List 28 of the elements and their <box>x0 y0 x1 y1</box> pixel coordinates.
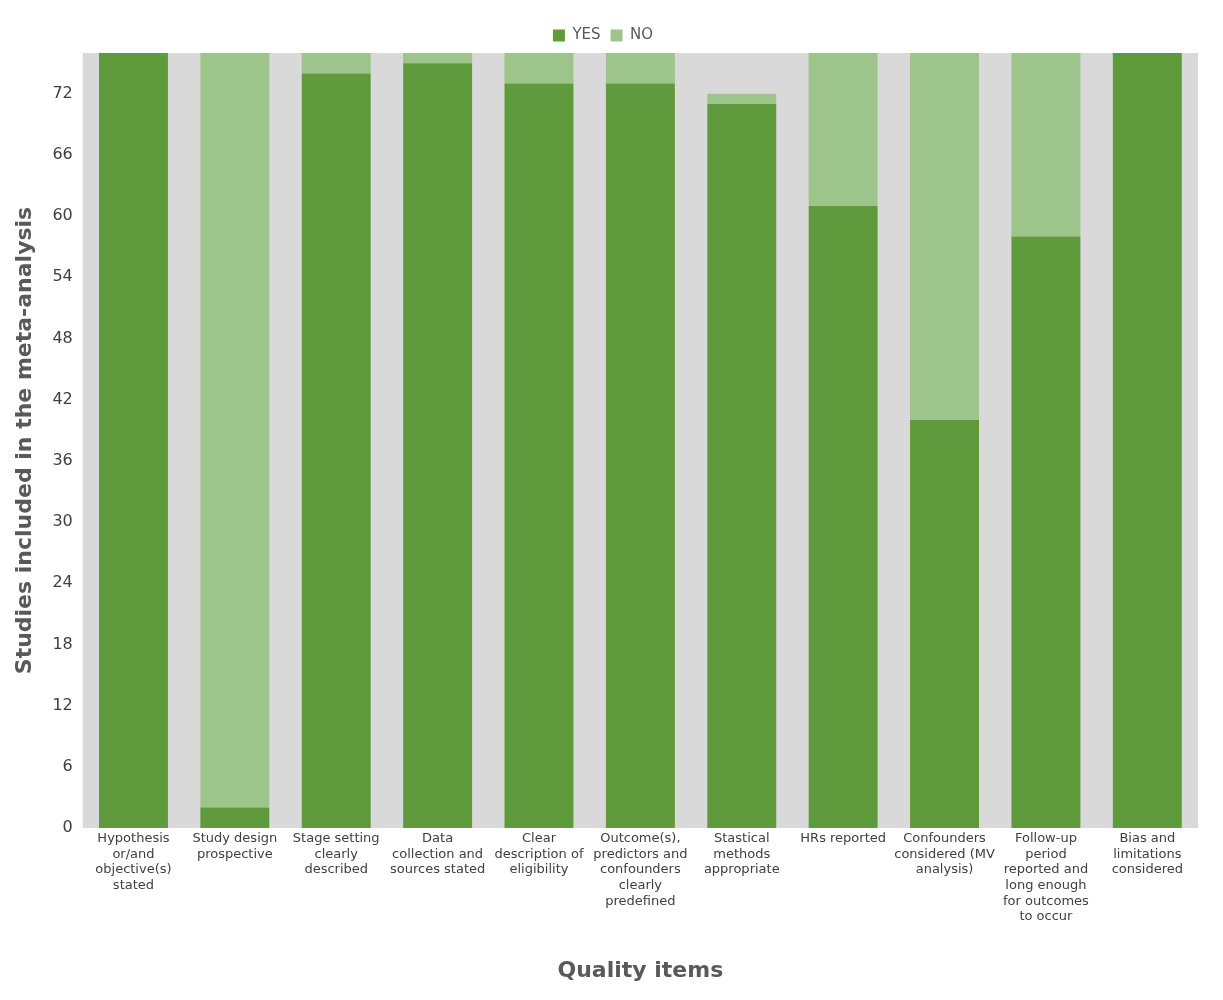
x-tick-label: Study design prospective <box>192 830 278 861</box>
y-tick-label: 6 <box>62 755 73 775</box>
x-tick-label: Stage setting clearly described <box>292 830 380 877</box>
y-tick-label: 54 <box>52 266 73 286</box>
x-tick-label: Hypothesis or/and objective(s) stated <box>95 830 172 892</box>
y-tick-label: 0 <box>62 817 73 837</box>
y-tick-label: 12 <box>52 694 73 714</box>
x-axis-title: Quality items <box>557 956 724 982</box>
y-tick-label: 72 <box>52 82 73 102</box>
y-tick-label: 48 <box>52 327 73 347</box>
x-tick-label: Bias and limitations considered <box>1111 830 1183 877</box>
y-tick-label: 42 <box>52 388 73 408</box>
y-tick-label: 30 <box>52 511 73 531</box>
x-tick-label: Data collection and sources stated <box>389 830 486 877</box>
y-tick-label: 24 <box>52 572 73 592</box>
legend-label: NO <box>630 25 654 44</box>
y-tick-label: 66 <box>52 144 73 164</box>
x-tick-label: Confounders considered (MV analysis) <box>894 830 995 877</box>
x-tick-label: Follow-up period reported and long enough for outcomes to occur <box>1003 830 1090 924</box>
x-tick-label: HRs reported <box>800 830 886 846</box>
y-tick-label: 18 <box>52 633 73 653</box>
y-axis-title: Studies included in the meta-analysis <box>10 206 36 675</box>
x-tick-label: Outcome(s), predictors and confounders clearly predefined <box>593 830 688 908</box>
legend-label: YES <box>571 25 601 44</box>
y-tick-label: 60 <box>52 205 73 225</box>
x-tick-label: Stastical methods appropriate <box>703 830 780 877</box>
y-tick-label: 36 <box>52 450 73 470</box>
x-tick-label: Clear description of eligibility <box>494 830 584 877</box>
